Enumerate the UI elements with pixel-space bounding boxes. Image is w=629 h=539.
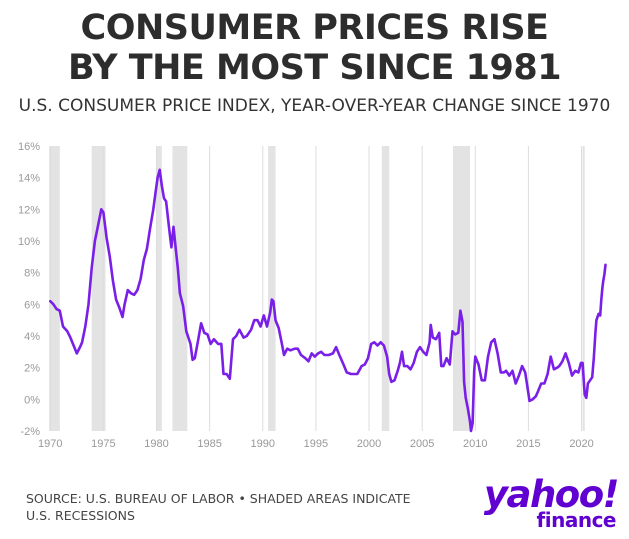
recession-band-4 — [268, 146, 276, 431]
y-tick-label: 4% — [24, 331, 40, 343]
x-tick-label: 2000 — [357, 438, 381, 450]
y-axis-ticks: 16% 14% 12% 10% 8% 6% 4% 2% 0% -2% — [18, 141, 40, 438]
cpi-line-chart: 16%14%12%10%8%6%4%2%0%-2% 1970 1975 1980 19… — [18, 141, 607, 450]
x-tick-label: 2010 — [463, 438, 487, 450]
cpi-series-line — [49, 168, 607, 433]
x-tick-label: 1970 — [38, 438, 62, 450]
x-tick-label: 1980 — [144, 438, 168, 450]
x-tick-label: 1985 — [197, 438, 221, 450]
recession-band-0 — [49, 146, 60, 431]
recession-band-1 — [91, 146, 106, 431]
logo-subword: finance — [536, 508, 617, 532]
yahoo-finance-logo: yahoo! finance — [478, 473, 620, 536]
y-tick-label: 14% — [18, 173, 40, 185]
x-tick-label: 2020 — [569, 438, 593, 450]
x-tick-label: 1995 — [304, 438, 328, 450]
y-tick-label: 6% — [24, 299, 40, 311]
x-tick-label: 1975 — [91, 438, 115, 450]
chart-title-line-2: BY THE MOST SINCE 1981 — [67, 48, 562, 88]
x-tick-label: 2005 — [410, 438, 434, 450]
recession-shading — [49, 146, 585, 431]
y-tick-label: 16% — [18, 141, 40, 153]
x-tick-label: 1990 — [251, 438, 275, 450]
y-tick-label: 12% — [18, 204, 40, 216]
chart-subtitle: U.S. CONSUMER PRICE INDEX, YEAR-OVER-YEA… — [18, 96, 611, 116]
recession-band-2 — [156, 146, 162, 431]
x-axis-ticks: 1970 1975 1980 1985 1990 1995 2000 2005 2010 2015… — [38, 438, 594, 450]
recession-band-7 — [582, 146, 585, 431]
y-tick-label: 10% — [18, 236, 40, 248]
chart-title-line-1: CONSUMER PRICES RISE — [80, 8, 549, 48]
logo-wordmark: yahoo! — [483, 473, 620, 516]
y-tick-label: 0% — [24, 394, 40, 406]
x-tick-label: 2015 — [516, 438, 540, 450]
chart-title: CONSUMER PRICES RISE BY THE MOST SINCE 1… — [0, 8, 629, 88]
y-tick-label: 2% — [24, 363, 40, 375]
y-tick-label: 8% — [24, 268, 40, 280]
source-note: SOURCE: U.S. BUREAU OF LABOR • SHADED AR… — [26, 491, 411, 523]
recession-band-6 — [452, 146, 470, 431]
grid-lines — [49, 146, 583, 431]
recession-band-5 — [381, 146, 390, 431]
y-tick-label: -2% — [20, 426, 40, 438]
